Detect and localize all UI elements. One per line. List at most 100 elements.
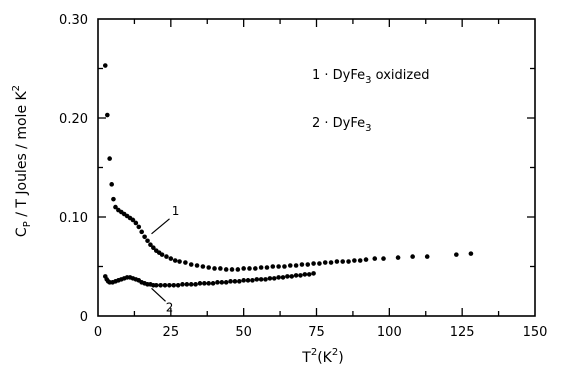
data-point-series-1 bbox=[270, 264, 276, 269]
data-point-series-1 bbox=[136, 224, 142, 230]
data-point-series-2 bbox=[254, 277, 260, 282]
data-point-series-1 bbox=[151, 245, 156, 250]
data-point-series-1 bbox=[130, 217, 136, 223]
data-point-series-1 bbox=[206, 265, 212, 270]
data-point-series-2 bbox=[175, 283, 181, 288]
data-point-series-2 bbox=[223, 280, 229, 285]
data-point-series-2 bbox=[197, 281, 203, 286]
data-point-series-2 bbox=[228, 279, 233, 284]
x-tick-label: 75 bbox=[308, 325, 325, 340]
data-point-series-1 bbox=[276, 264, 281, 269]
data-point-series-1 bbox=[107, 156, 112, 161]
x-tick-label: 50 bbox=[235, 325, 252, 340]
legend-entry-1: 1 · DyFe3 oxidized bbox=[312, 68, 429, 86]
data-point-series-1 bbox=[241, 266, 246, 271]
data-point-series-1 bbox=[139, 229, 144, 235]
y-tick-label: 0.20 bbox=[59, 112, 88, 127]
data-point-series-1 bbox=[177, 259, 182, 264]
data-point-series-2 bbox=[158, 283, 163, 288]
data-point-series-1 bbox=[357, 258, 363, 263]
data-point-series-1 bbox=[247, 266, 252, 271]
data-point-series-1 bbox=[410, 254, 415, 259]
data-point-series-2 bbox=[193, 282, 198, 287]
data-point-series-1 bbox=[317, 261, 322, 266]
data-point-series-1 bbox=[340, 259, 346, 264]
data-point-series-2 bbox=[258, 277, 264, 282]
data-point-series-1 bbox=[334, 259, 340, 264]
data-point-series-1 bbox=[133, 220, 139, 226]
data-point-series-2 bbox=[293, 273, 299, 278]
data-point-series-1 bbox=[102, 63, 108, 68]
data-point-series-1 bbox=[145, 238, 150, 244]
data-point-series-2 bbox=[285, 274, 290, 279]
y-tick-label: 0.30 bbox=[59, 13, 88, 28]
data-point-series-2 bbox=[267, 276, 273, 281]
x-tick-label: 125 bbox=[450, 325, 475, 340]
data-point-series-1 bbox=[229, 267, 235, 272]
data-point-series-2 bbox=[271, 276, 277, 281]
y-tick-label: 0 bbox=[80, 310, 88, 325]
data-point-series-1 bbox=[168, 256, 174, 261]
data-point-series-1 bbox=[328, 260, 334, 265]
plot-frame bbox=[97, 18, 536, 317]
data-point-series-1 bbox=[111, 196, 116, 202]
data-point-series-2 bbox=[162, 283, 168, 288]
data-point-series-2 bbox=[167, 283, 172, 288]
data-point-series-1 bbox=[105, 112, 110, 118]
data-point-series-1 bbox=[363, 257, 369, 262]
data-point-series-1 bbox=[159, 252, 165, 257]
data-point-series-2 bbox=[202, 281, 207, 286]
legend-entry-2: 2 · DyFe3 bbox=[312, 116, 372, 134]
data-point-series-2 bbox=[302, 272, 308, 277]
data-point-series-2 bbox=[206, 281, 212, 286]
data-point-series-1 bbox=[113, 204, 118, 210]
annotation-arrow bbox=[151, 218, 170, 235]
data-point-series-1 bbox=[258, 265, 264, 270]
data-point-series-1 bbox=[311, 261, 316, 266]
data-point-series-1 bbox=[352, 258, 357, 263]
data-point-series-2 bbox=[306, 272, 312, 277]
data-point-series-1 bbox=[424, 254, 430, 259]
data-point-series-2 bbox=[311, 271, 316, 276]
data-point-series-2 bbox=[188, 282, 194, 287]
data-point-series-2 bbox=[250, 278, 255, 283]
x-tick-label: 0 bbox=[94, 325, 102, 340]
annotation-label: 1 bbox=[172, 204, 180, 218]
data-point-series-1 bbox=[253, 266, 258, 271]
data-point-series-1 bbox=[142, 234, 147, 240]
data-point-series-1 bbox=[395, 255, 401, 260]
data-point-series-1 bbox=[148, 242, 153, 248]
data-point-series-1 bbox=[468, 251, 474, 256]
data-point-series-1 bbox=[372, 256, 378, 261]
data-point-series-2 bbox=[180, 282, 185, 287]
data-point-series-2 bbox=[276, 275, 281, 280]
data-point-series-2 bbox=[153, 283, 159, 288]
annotation-arrow bbox=[151, 287, 166, 302]
data-point-series-1 bbox=[212, 266, 217, 271]
x-axis-title: T2(K2) bbox=[301, 347, 343, 366]
data-point-series-1 bbox=[287, 263, 293, 268]
data-point-series-2 bbox=[263, 277, 268, 282]
data-point-series-1 bbox=[299, 262, 305, 267]
y-tick-label: 0.10 bbox=[59, 211, 88, 226]
data-point-series-2 bbox=[215, 280, 220, 285]
data-point-series-1 bbox=[282, 264, 287, 269]
data-point-series-1 bbox=[200, 264, 206, 269]
data-point-series-2 bbox=[245, 278, 251, 283]
data-point-series-1 bbox=[218, 266, 223, 271]
data-point-series-1 bbox=[293, 263, 299, 268]
y-axis-title: CP / T Joules / mole K2 bbox=[11, 85, 33, 237]
data-point-series-1 bbox=[164, 254, 169, 259]
data-point-series-1 bbox=[454, 252, 459, 257]
data-point-series-2 bbox=[232, 279, 238, 284]
data-point-series-2 bbox=[298, 273, 303, 278]
data-point-series-2 bbox=[210, 281, 216, 286]
data-point-series-2 bbox=[289, 274, 295, 279]
data-point-series-1 bbox=[305, 262, 311, 267]
data-point-series-1 bbox=[183, 260, 188, 265]
x-tick-label: 100 bbox=[377, 325, 402, 340]
data-point-series-2 bbox=[236, 279, 242, 284]
data-point-series-2 bbox=[241, 278, 246, 283]
annotation-label: 2 bbox=[166, 300, 174, 314]
